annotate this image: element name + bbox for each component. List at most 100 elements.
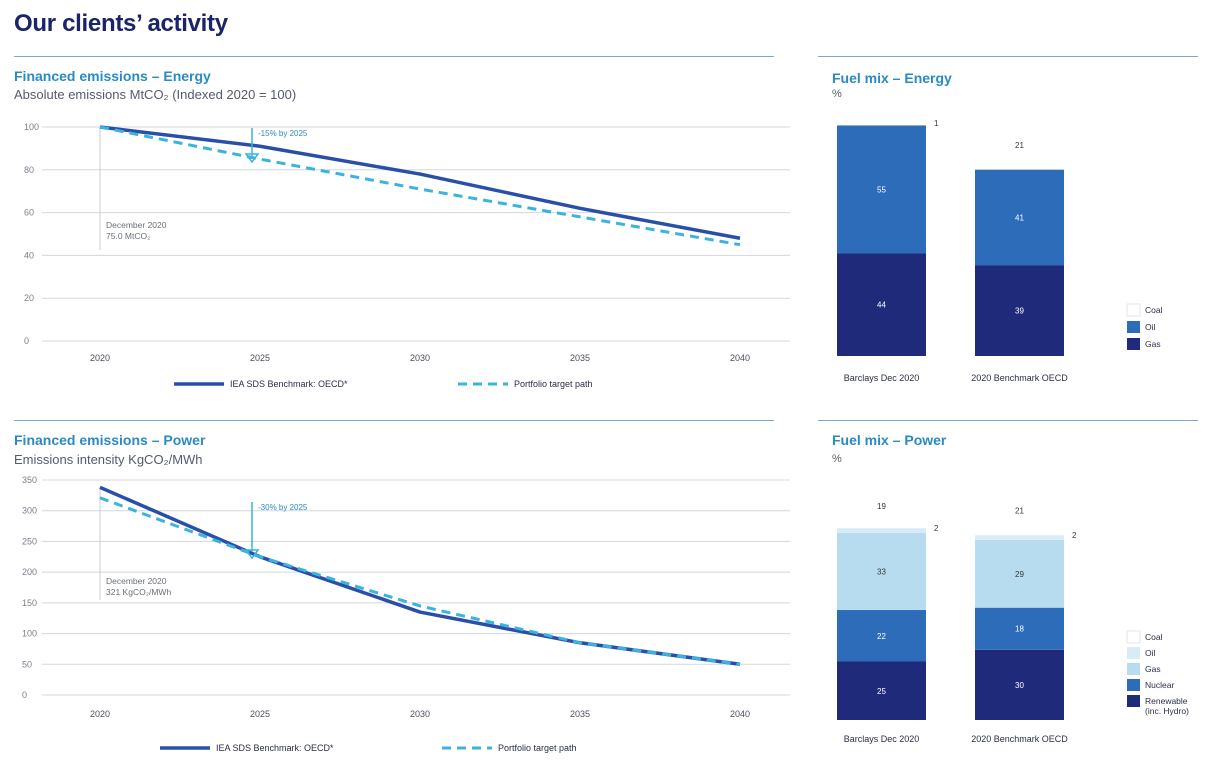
energy-legend-benchmark-label: IEA SDS Benchmark: OECD* — [230, 379, 348, 389]
power-xtick-label: 2025 — [250, 709, 270, 719]
power-mix-bar-segment — [837, 661, 926, 720]
energy-mix-category-label: 2020 Benchmark OECD — [971, 373, 1068, 383]
power-mix-legend-label: Renewable — [1145, 696, 1188, 706]
power-mix-bar-label: 19 — [877, 502, 886, 511]
energy-mix-category-label: Barclays Dec 2020 — [844, 373, 920, 383]
power-mix-legend-label: Nuclear — [1145, 680, 1174, 690]
power-mix-bar-label: 29 — [1015, 570, 1024, 579]
power-mix-title: Fuel mix – Power — [832, 432, 947, 448]
power-ytick-label: 50 — [22, 659, 32, 669]
energy-target-line — [99, 125, 741, 247]
section-rule-right — [818, 420, 1198, 421]
energy-mix-bar-segment — [975, 169, 1064, 266]
power-ytick-label: 250 — [22, 536, 37, 546]
energy-line-title: Financed emissions – Energy — [14, 68, 211, 84]
power-mix-category-label: 2020 Benchmark OECD — [971, 734, 1068, 744]
energy-mix-legend-label: Coal — [1145, 305, 1163, 315]
power-mix-legend-swatch — [1126, 630, 1141, 644]
energy-ytick-label: 100 — [24, 122, 39, 132]
power-xtick-label: 2030 — [410, 709, 430, 719]
power-note-line2: 321 KgCO₂/MWh — [106, 587, 171, 597]
energy-mix-bar-segment — [975, 265, 1064, 356]
power-mix-legend-label: Gas — [1145, 664, 1161, 674]
power-mix-bar-label: 21 — [1015, 507, 1024, 516]
power-mix-legend-label: Coal — [1145, 632, 1163, 642]
energy-note-line1: December 2020 — [106, 220, 167, 230]
section-rule — [14, 420, 774, 421]
energy-mix-bar-segment — [837, 125, 926, 254]
energy-mix-bar-label: 55 — [877, 185, 886, 194]
power-mix-legend-swatch — [1127, 663, 1140, 675]
title-rule-right — [818, 56, 1198, 57]
power-mix-bar-segment — [975, 649, 1064, 720]
energy-ytick-label: 80 — [24, 165, 34, 175]
power-ytick-label: 0 — [22, 690, 27, 700]
energy-arrow-head — [244, 153, 260, 164]
power-mix-bar-label: 25 — [877, 687, 886, 696]
power-benchmark-line — [99, 485, 741, 667]
page-title: Our clients’ activity — [14, 10, 228, 37]
power-mix-bar-segment — [837, 483, 926, 529]
energy-ytick-label: 0 — [24, 336, 29, 346]
power-mix-bar-segment — [837, 528, 926, 533]
power-mix-legend-label-cont: (inc. Hydro) — [1145, 706, 1189, 716]
title-rule — [14, 56, 774, 57]
power-mix-bar-label-outside: 2 — [1072, 531, 1077, 540]
energy-xtick-label: 2020 — [90, 353, 110, 363]
power-xtick-label: 2040 — [730, 709, 750, 719]
power-mix-legend-swatch — [1127, 695, 1140, 707]
power-mix-bar-label: 22 — [877, 632, 886, 641]
power-mix-bar-segment — [837, 532, 926, 611]
power-mix-bar-label: 30 — [1015, 681, 1024, 690]
energy-mix-bar-segment — [975, 120, 1064, 170]
power-mix-bar-segment — [975, 486, 1064, 536]
energy-xtick-label: 2025 — [250, 353, 270, 363]
power-line-title: Financed emissions – Power — [14, 432, 206, 448]
energy-xtick-label: 2030 — [410, 353, 430, 363]
energy-xtick-label: 2035 — [570, 353, 590, 363]
power-ytick-label: 100 — [22, 629, 37, 639]
energy-line-subtitle: Absolute emissions MtCO₂ (Indexed 2020 =… — [14, 87, 297, 102]
power-note-line1: December 2020 — [106, 576, 167, 586]
energy-note-line2: 75.0 MtCO₂ — [106, 231, 150, 241]
power-mix-legend-label: Oil — [1145, 648, 1156, 658]
power-mix-bar-label: 33 — [877, 567, 886, 576]
power-xtick-label: 2020 — [90, 709, 110, 719]
power-mix-bar-segment — [975, 539, 1064, 608]
energy-mix-legend-swatch — [1126, 303, 1141, 317]
energy-mix-legend-label: Oil — [1145, 322, 1156, 332]
energy-xtick-label: 2040 — [730, 353, 750, 363]
power-mix-bar-label: 18 — [1015, 625, 1024, 634]
power-ytick-label: 200 — [22, 567, 37, 577]
power-arrow-label: -30% by 2025 — [258, 503, 308, 512]
energy-mix-unit: % — [832, 88, 842, 100]
power-mix-unit: % — [832, 453, 842, 465]
power-ytick-label: 350 — [22, 475, 37, 485]
energy-mix-legend-swatch — [1127, 321, 1140, 333]
power-line-subtitle: Emissions intensity KgCO₂/MWh — [14, 452, 203, 467]
power-mix-bar-label-outside: 2 — [934, 524, 939, 533]
energy-benchmark-line — [99, 125, 741, 241]
power-mix-legend-swatch — [1127, 647, 1140, 659]
power-mix-bar-segment — [975, 535, 1064, 540]
power-ytick-label: 300 — [22, 506, 37, 516]
energy-mix-bar-segment — [837, 123, 926, 126]
power-ytick-label: 150 — [22, 598, 37, 608]
power-xtick-label: 2035 — [570, 709, 590, 719]
power-mix-category-label: Barclays Dec 2020 — [844, 734, 920, 744]
energy-ytick-label: 20 — [24, 293, 34, 303]
power-mix-bar-segment — [837, 610, 926, 662]
energy-mix-legend-label: Gas — [1145, 339, 1161, 349]
energy-mix-bar-label: 21 — [1015, 141, 1024, 150]
power-arrow-head — [244, 549, 260, 560]
energy-mix-legend-swatch — [1127, 338, 1140, 350]
energy-mix-bar-label-outside: 1 — [934, 119, 939, 128]
energy-mix-bar-label: 44 — [877, 301, 886, 310]
power-mix-bar-segment — [975, 607, 1064, 650]
energy-ytick-label: 40 — [24, 250, 34, 260]
energy-arrow-label: -15% by 2025 — [258, 129, 308, 138]
energy-mix-bar-label: 41 — [1015, 213, 1024, 222]
power-target-line — [99, 496, 741, 666]
energy-mix-title: Fuel mix – Energy — [832, 70, 952, 86]
energy-mix-bar-label: 39 — [1015, 307, 1024, 316]
